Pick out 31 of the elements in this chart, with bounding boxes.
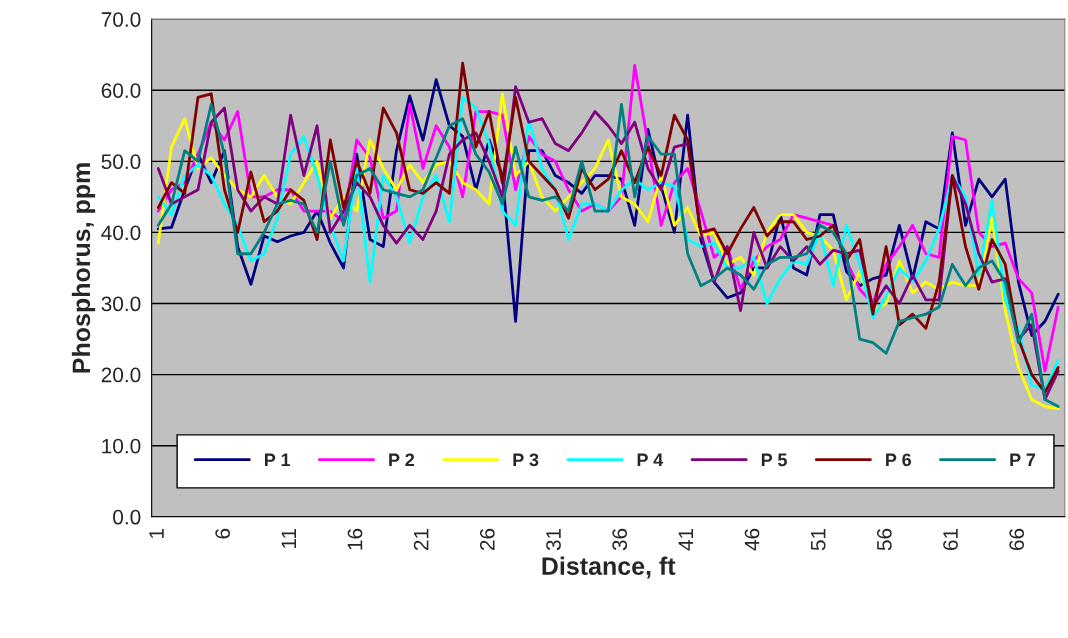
legend-label: P 7 [1010,453,1036,467]
legend-label: P 1 [264,453,291,467]
legend-label: P 3 [513,453,539,467]
legend-label: P 5 [761,453,787,467]
x-tick-label: 16 [347,528,363,550]
legend-label: P 2 [389,453,415,467]
y-tick-label: 70.0 [101,12,141,27]
y-tick-label: 60.0 [101,83,141,98]
x-tick-label: 51 [811,528,826,551]
x-tick-label: 61 [943,528,958,550]
x-tick-label: 6 [215,528,231,539]
y-tick-label: 0.0 [113,509,141,525]
x-tick-label: 1 [149,528,164,538]
legend-label: P 6 [886,453,912,467]
x-tick-label: 36 [612,528,628,551]
x-tick-label: 31 [546,528,561,551]
legend-label: P 4 [637,453,664,467]
y-tick-label: 10.0 [102,438,141,454]
x-tick-label: 26 [479,528,495,551]
x-tick-label: 46 [744,528,760,551]
y-tick-label: 50.0 [101,154,141,170]
y-tick-label: 40.0 [101,225,141,241]
x-tick-label: 56 [876,528,892,551]
x-tick-label: 21 [413,528,429,551]
x-tick-label: 11 [281,528,296,548]
y-tick-label: 30.0 [101,296,141,312]
y-tick-label: 20.0 [101,367,141,383]
x-tick-label: 41 [678,528,694,551]
y-axis-title: Phosphorus, ppm [71,163,96,373]
x-axis-title: Distance, ft [542,556,676,579]
x-tick-label: 66 [1009,528,1025,550]
